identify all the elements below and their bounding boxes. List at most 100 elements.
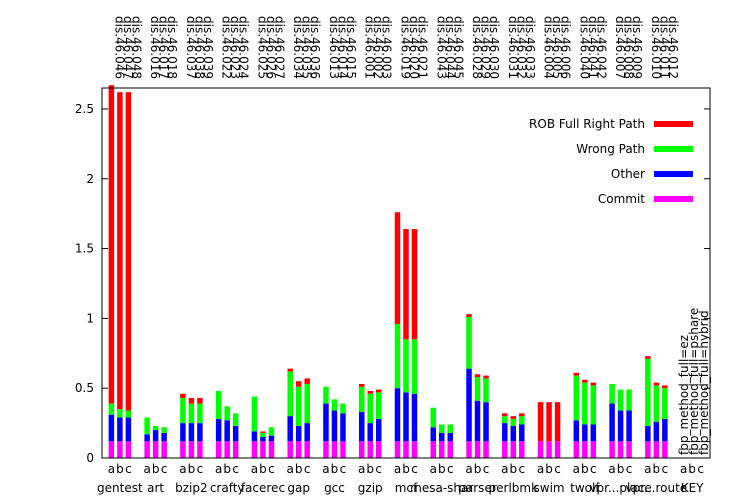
bar-other-gcc-b <box>331 410 338 442</box>
top-run-label: dis.46.045 <box>451 16 465 79</box>
bar-other-facerec-b <box>260 437 266 442</box>
bar-rob-vpr...route-c <box>662 385 668 389</box>
legend-label: Commit <box>598 192 645 206</box>
x-sub-label: c <box>125 462 132 476</box>
bar-commit-art-c <box>161 441 167 458</box>
bar-rob-swim-a <box>537 402 544 442</box>
x-sub-label: b <box>116 462 124 476</box>
bar-commit-gcc-b <box>331 441 338 458</box>
top-run-label: dis.46.039 <box>201 16 215 79</box>
bar-rob-gap-b <box>295 381 302 387</box>
top-run-label: dis.46.014 <box>335 16 349 79</box>
legend-label: ROB Full Right Path <box>529 117 645 131</box>
bar-commit-vpr...place-b <box>617 441 624 458</box>
x-sub-label: a <box>179 462 186 476</box>
x-group-label: vpr...place <box>589 481 651 495</box>
bar-commit-swim-b <box>546 441 552 458</box>
bar-other-crafty-a <box>215 418 222 442</box>
x-group-label: perlbmk <box>489 481 539 495</box>
x-sub-label: b <box>295 462 303 476</box>
bar-wrong-perlbmk-a <box>502 416 508 424</box>
bar-commit-facerec-c <box>268 441 275 458</box>
top-run-label: dis.46.013 <box>327 16 341 79</box>
y-tick-label: 0.5 <box>75 381 94 395</box>
bar-commit-perlbmk-b <box>510 441 517 458</box>
bar-wrong-vpr...route-a <box>645 358 651 426</box>
top-run-label: dis.46.019 <box>399 16 413 79</box>
top-run-label: dis.46.046 <box>112 16 126 79</box>
side-method-label: fbp_method_full=hybrid <box>697 310 711 455</box>
bar-commit-gzip-b <box>367 441 373 458</box>
bar-wrong-gcc-a <box>323 386 329 404</box>
bar-wrong-crafty-b <box>224 406 230 421</box>
x-sub-label: a <box>573 462 580 476</box>
bar-other-twolf-c <box>590 424 597 442</box>
x-sub-label: b <box>259 462 267 476</box>
y-tick-label: 1 <box>86 311 94 325</box>
bar-other-parser-a <box>466 368 472 442</box>
x-group-label: twolf <box>570 481 600 495</box>
bar-other-twolf-a <box>573 420 580 442</box>
x-sub-label: c <box>304 462 311 476</box>
bar-rob-parser-c <box>483 375 489 379</box>
bar-wrong-art-c <box>161 427 167 433</box>
y-tick-label: 2.5 <box>75 102 94 116</box>
bar-wrong-gcc-b <box>331 399 338 411</box>
bar-commit-gap-a <box>287 441 293 458</box>
bar-commit-perlbmk-a <box>502 441 508 458</box>
bar-other-mcf-c <box>411 393 418 442</box>
bar-other-perlbmk-a <box>502 423 508 442</box>
bar-wrong-gap-a <box>287 371 293 417</box>
x-sub-label: b <box>617 462 625 476</box>
top-run-label: dis.46.044 <box>443 16 457 79</box>
bar-wrong-gap-c <box>304 384 310 424</box>
x-group-label: vpr...route <box>626 481 688 495</box>
x-sub-label: c <box>340 462 347 476</box>
top-run-label: dis.46.033 <box>523 16 537 79</box>
bar-commit-gentest-a <box>108 441 115 458</box>
bar-wrong-parser-b <box>474 377 481 401</box>
bar-commit-gcc-c <box>340 441 346 458</box>
bar-wrong-gzip-c <box>375 392 382 419</box>
bar-rob-swim-b <box>546 402 552 442</box>
x-sub-label: a <box>465 462 472 476</box>
top-run-label: dis.46.006 <box>559 16 573 79</box>
bar-other-gzip-b <box>367 423 373 442</box>
top-run-label: dis.46.036 <box>308 16 322 79</box>
bar-wrong-art-a <box>144 417 150 435</box>
x-sub-label: a <box>680 462 687 476</box>
bar-other-gap-a <box>287 416 293 442</box>
bar-rob-facerec-b <box>260 431 266 433</box>
bar-wrong-gentest-a <box>108 403 115 415</box>
top-run-label: dis.46.047 <box>121 16 135 79</box>
bar-commit-parser-c <box>483 441 489 458</box>
bar-other-facerec-c <box>268 435 275 442</box>
bar-other-perlbmk-c <box>519 424 525 442</box>
bar-wrong-vpr...place-a <box>609 384 615 404</box>
x-sub-label: c <box>697 462 704 476</box>
bar-commit-gap-b <box>295 441 302 458</box>
x-group-label: gzip <box>358 481 383 495</box>
x-sub-label: b <box>402 462 410 476</box>
bar-commit-art-a <box>144 441 150 458</box>
bar-other-vpr...route-b <box>653 421 660 442</box>
bar-commit-perlbmk-c <box>519 441 525 458</box>
bar-wrong-parser-c <box>483 378 489 403</box>
bar-wrong-mesa-shar-b <box>439 424 445 433</box>
bar-rob-gzip-b <box>367 390 373 394</box>
bar-other-vpr...place-c <box>626 410 632 442</box>
bar-rob-bzip2-b <box>188 397 195 404</box>
bar-rob-vpr...route-a <box>645 356 651 359</box>
bar-rob-bzip2-a <box>180 393 186 398</box>
x-group-label: mcf <box>395 481 418 495</box>
bar-other-mcf-b <box>403 392 409 442</box>
bar-wrong-vpr...route-b <box>653 385 660 422</box>
bar-wrong-bzip2-b <box>188 403 195 424</box>
x-sub-label: a <box>215 462 222 476</box>
side-method-label: fbp_method_full=pshare <box>687 308 701 455</box>
bar-rob-parser-b <box>474 374 481 378</box>
bar-wrong-mesa-shar-a <box>430 407 437 428</box>
